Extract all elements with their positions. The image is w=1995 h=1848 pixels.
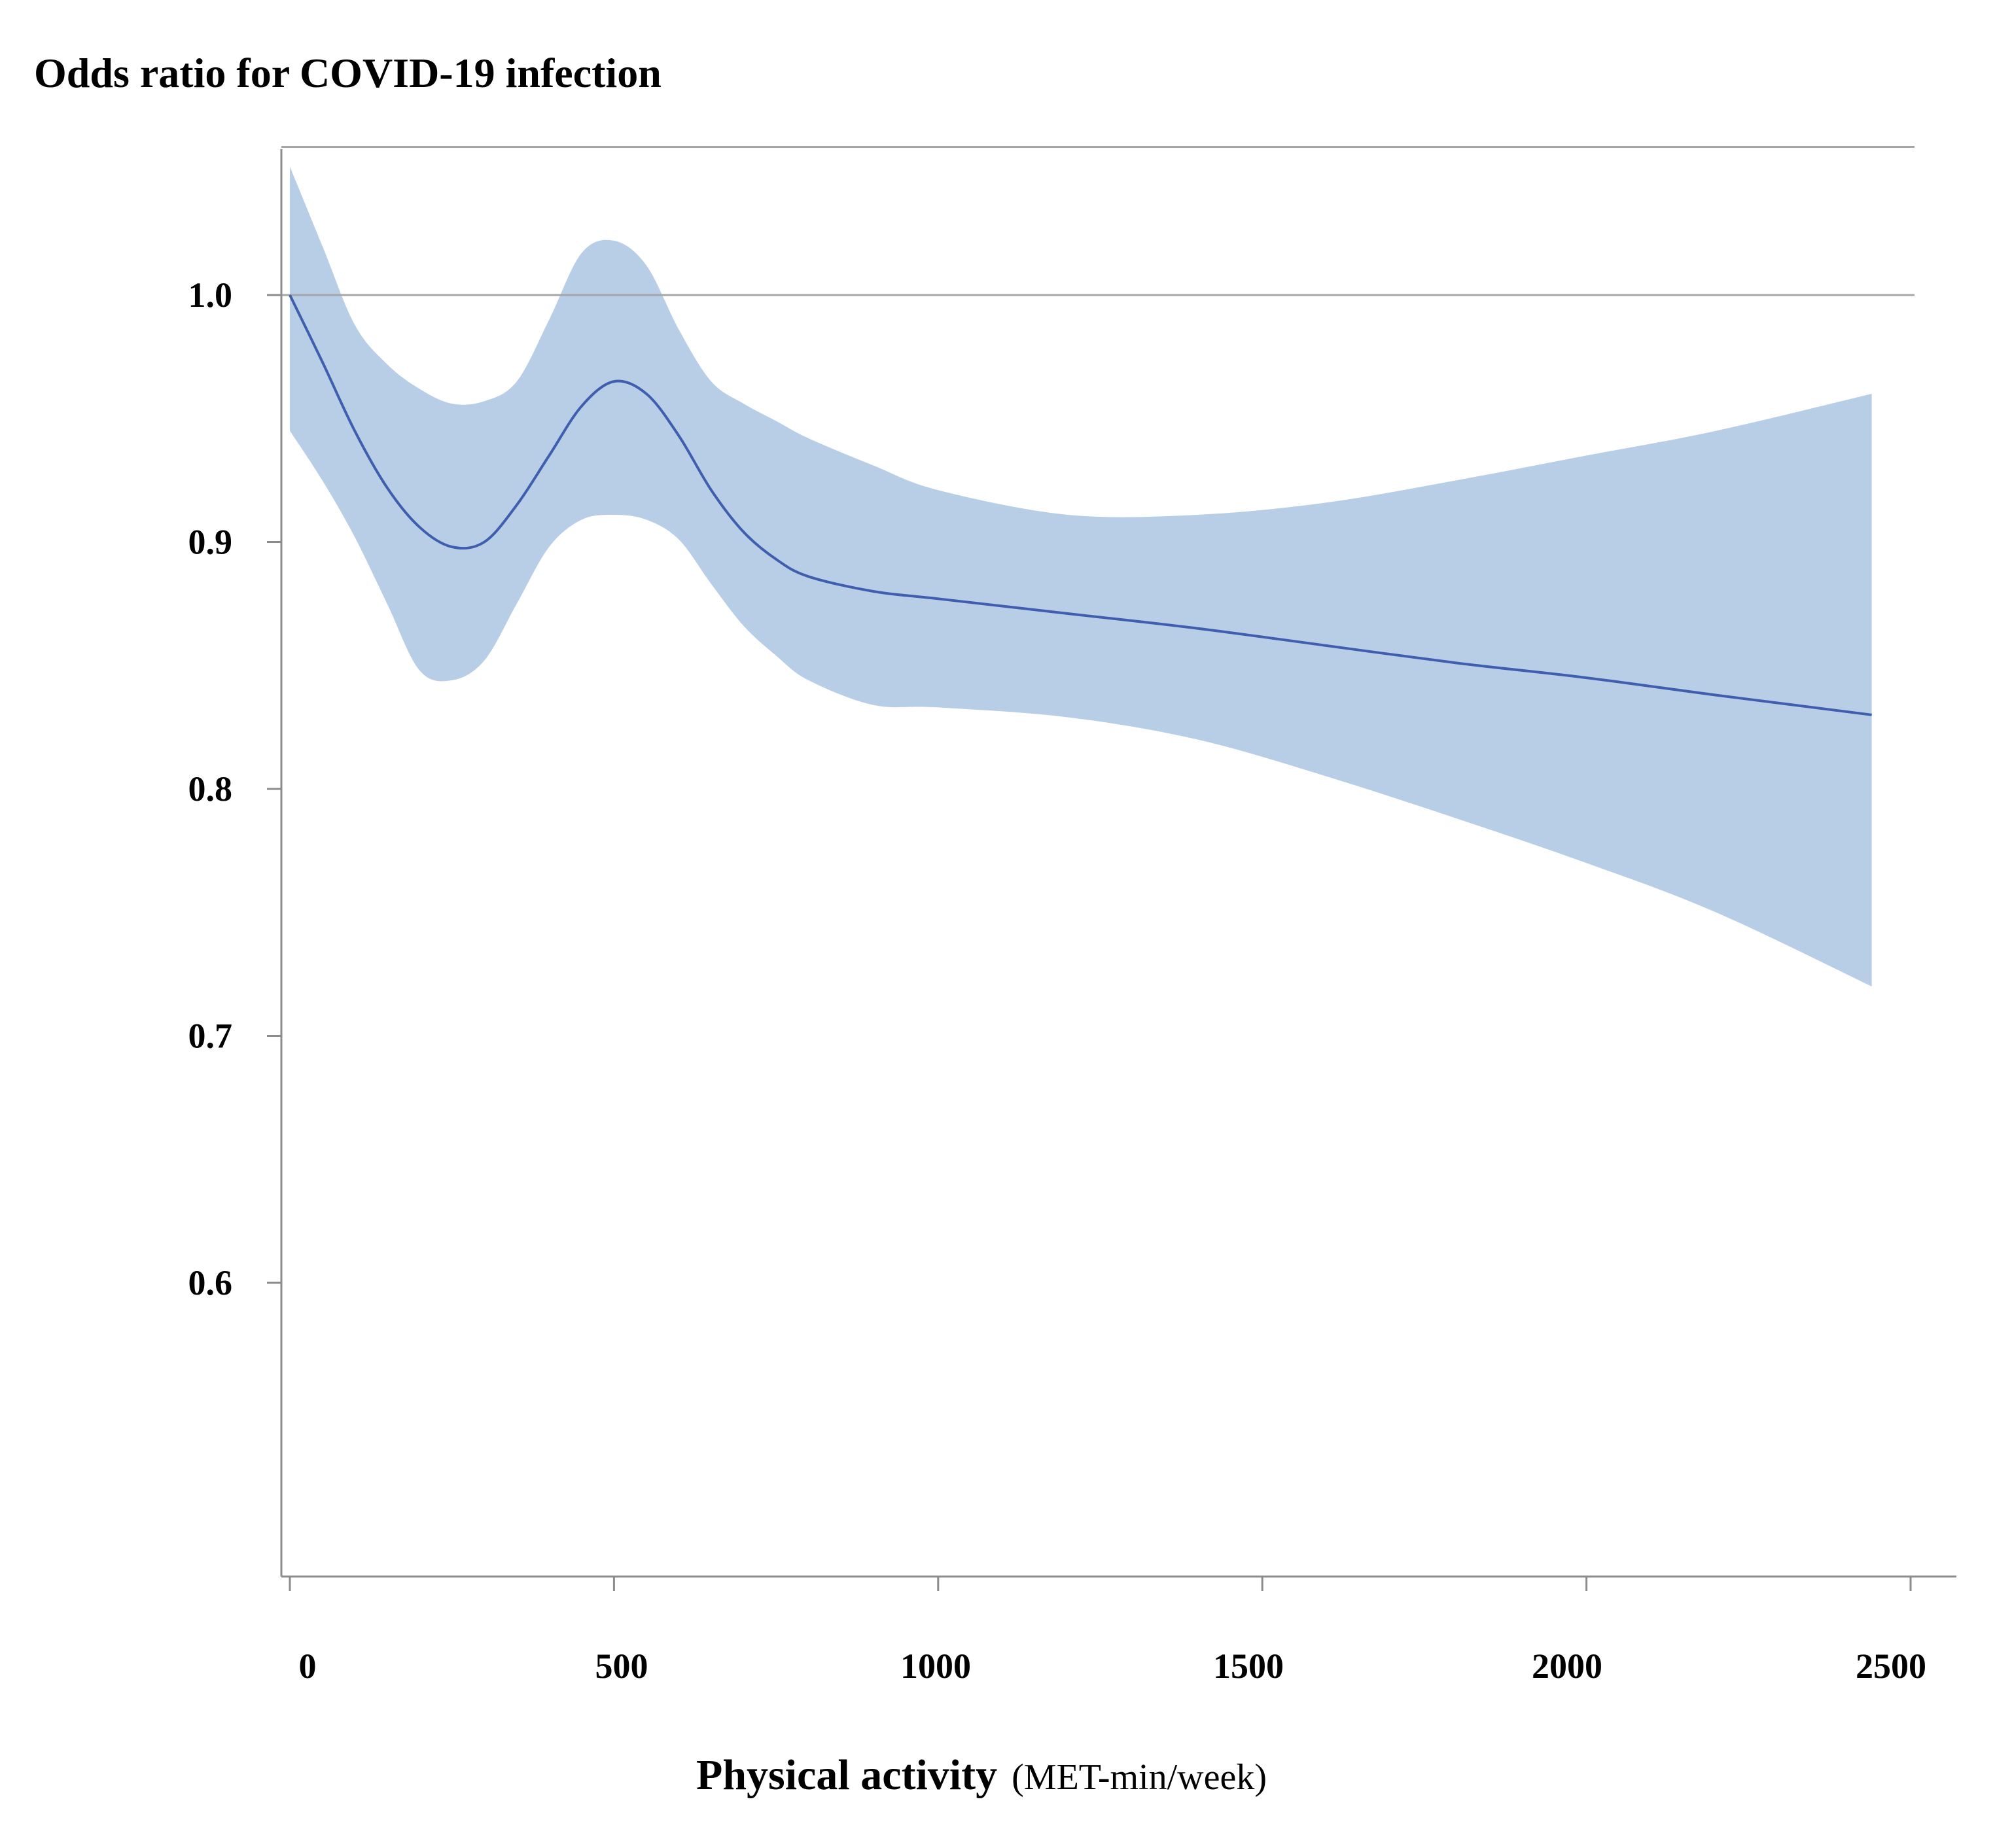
chart-title: Odds ratio for COVID-19 infection (34, 50, 662, 96)
confidence-band (290, 166, 1872, 987)
y-tick-label: 0.7 (188, 1017, 233, 1056)
x-tick-label: 500 (595, 1647, 648, 1686)
x-axis-label: Physical activity (MET-min/week) (696, 1751, 1267, 1799)
y-tick-label: 0.6 (188, 1263, 233, 1302)
x-axis-label-unit: (MET-min/week) (1012, 1757, 1267, 1798)
y-tick-label: 0.8 (188, 769, 233, 809)
plot-area: 1.0 0.9 0.8 0.7 0.6 0 500 1000 1500 2000 2500 (188, 146, 1956, 1686)
x-axis-label-main: Physical activity (696, 1751, 997, 1799)
x-tick-label: 1500 (1213, 1647, 1284, 1686)
y-tick-label: 1.0 (188, 275, 233, 315)
x-tick-label: 2000 (1532, 1647, 1602, 1686)
x-tick-label: 0 (299, 1647, 317, 1686)
y-tick-label: 0.9 (188, 523, 233, 562)
odds-ratio-line (289, 294, 1872, 716)
x-tick-label: 2500 (1856, 1647, 1926, 1686)
x-tick-label: 1000 (900, 1647, 971, 1686)
